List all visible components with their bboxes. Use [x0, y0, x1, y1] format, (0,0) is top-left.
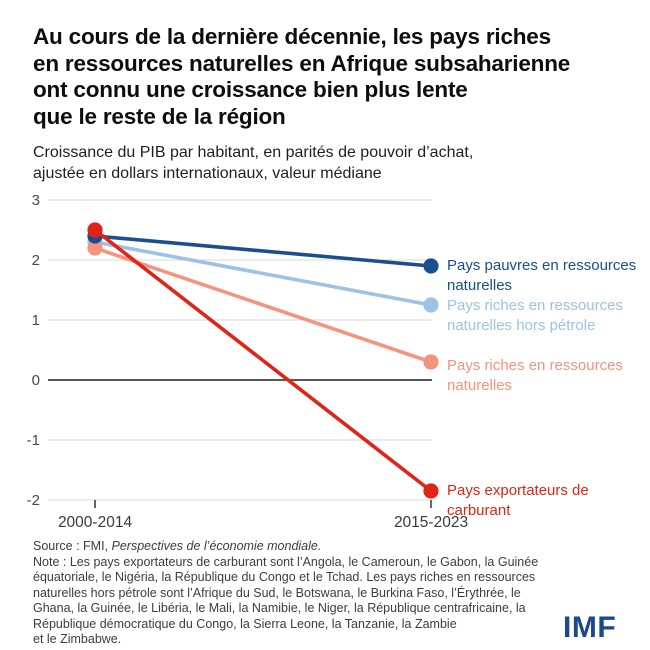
- imf-logo: IMF: [563, 611, 617, 644]
- note-text: Note : Les pays exportateurs de carburan…: [33, 555, 539, 647]
- series-dot-2: [87, 240, 103, 256]
- series-line-0: [94, 234, 432, 268]
- source-line: Source : FMI, Perspectives de l’économie…: [33, 539, 321, 554]
- legend-riches-hors-petrole: Pays riches en ressources naturelles hor…: [447, 297, 623, 334]
- y-tick-label: 2: [32, 252, 40, 269]
- series-dot-2: [423, 354, 439, 370]
- y-tick-label: -2: [27, 492, 40, 509]
- series-line-1: [94, 240, 432, 307]
- series-dot-1: [423, 297, 439, 313]
- chart-subtitle: Croissance du PIB par habitant, en parit…: [33, 144, 474, 182]
- y-tick-label: 1: [32, 312, 40, 329]
- y-tick-label: 3: [32, 192, 40, 209]
- source-publication: Perspectives de l’économie mondiale.: [111, 539, 322, 553]
- series-line-2: [94, 246, 432, 364]
- y-tick-label: -1: [27, 432, 40, 449]
- series-dot-3: [423, 483, 439, 499]
- page-title: Au cours de la dernière décennie, les pa…: [33, 24, 571, 129]
- series-line-3: [93, 228, 433, 493]
- x-tick-label: 2015-2023: [394, 514, 468, 531]
- slope-chart: 3 2 1 0 -1 -2 2000-2014 2015-2023 Pays pauvres …: [0, 190, 650, 540]
- source-prefix: Source : FMI,: [33, 539, 112, 553]
- series-dot-0: [423, 258, 439, 274]
- legend-pays-pauvres-ressources: Pays pauvres en ressources naturelles: [447, 257, 637, 294]
- legend-exportateurs-carburant: Pays exportateurs de carburant: [447, 482, 589, 519]
- x-tick-label: 2000-2014: [58, 514, 133, 531]
- series-dot-3: [87, 222, 103, 238]
- chart-canvas: 3 2 1 0 -1 -2 2000-2014 2015-2023: [27, 192, 468, 531]
- legend-riches-ressources: Pays riches en ressources naturelles: [447, 357, 623, 394]
- y-tick-label: 0: [32, 372, 40, 389]
